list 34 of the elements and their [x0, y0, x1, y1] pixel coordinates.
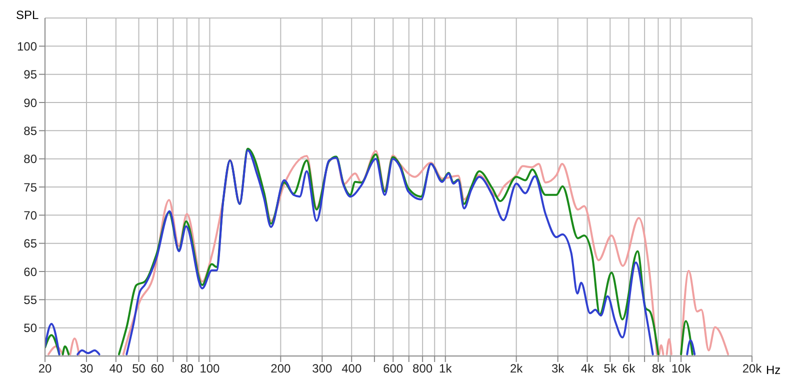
x-tick-label: 20k — [742, 362, 763, 376]
y-tick-label: 70 — [24, 208, 38, 222]
x-tick-label: 2k — [510, 362, 524, 376]
y-tick-label: 50 — [24, 321, 38, 336]
x-tick-label: 200 — [270, 362, 291, 376]
x-tick-label: 30 — [80, 362, 94, 376]
x-tick-label: 80 — [180, 362, 194, 376]
x-tick-label: 100 — [200, 362, 220, 376]
x-tick-label: 5k — [604, 362, 618, 376]
y-tick-label: 65 — [24, 236, 38, 251]
x-tick-label: 20 — [38, 362, 52, 376]
y-tick-label: 60 — [24, 264, 38, 279]
y-tick-label: 75 — [24, 180, 38, 194]
x-tick-label: 400 — [342, 362, 362, 376]
x-tick-label: 60 — [150, 362, 164, 376]
x-tick-label: 8k — [652, 362, 666, 376]
y-tick-label: 100 — [16, 39, 38, 54]
y-tick-label: 80 — [24, 152, 38, 166]
y-tick-label: 90 — [24, 96, 38, 110]
x-tick-label: 10k — [671, 362, 692, 376]
y-tick-label: 85 — [24, 124, 38, 138]
y-tick-label: 95 — [24, 68, 38, 82]
x-tick-label: 40 — [109, 362, 123, 376]
x-tick-label: 600 — [383, 362, 404, 376]
x-tick-label: 3k — [551, 362, 566, 376]
y-axis-title: SPL — [16, 8, 39, 22]
x-tick-label: 6k — [622, 362, 636, 376]
x-tick-label: 4k — [580, 362, 595, 376]
y-tick-label: 55 — [24, 292, 38, 307]
x-axis-title: Hz — [766, 363, 781, 377]
x-tick-label: 300 — [312, 362, 332, 376]
x-tick-label: 50 — [132, 362, 146, 376]
x-tick-label: 800 — [412, 362, 433, 376]
x-tick-label: 1k — [439, 362, 453, 376]
